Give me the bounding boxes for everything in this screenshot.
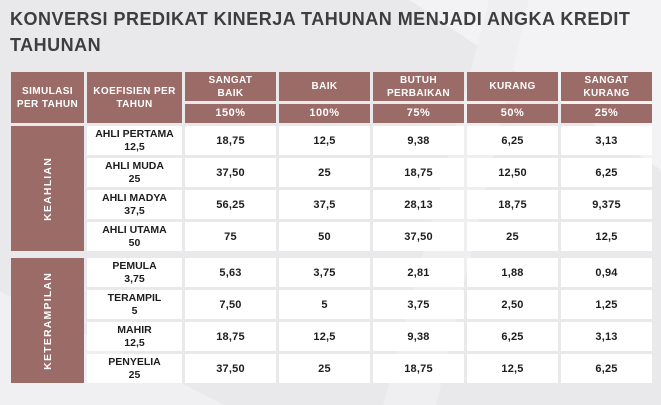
jenjang-name: PENYELIA: [108, 356, 161, 369]
header-koefisien-per-tahun: KOEFISIEN PER TAHUN: [87, 72, 182, 123]
jenjang-cell-mahir: MAHIR 12,5: [87, 322, 182, 351]
value-cell: 37,50: [185, 158, 276, 187]
jenjang-koefisien: 3,75: [124, 272, 145, 285]
value-cell: 7,50: [185, 290, 276, 319]
value-cell: 37,50: [373, 222, 464, 251]
jenjang-koefisien: 12,5: [124, 140, 145, 153]
jenjang-cell-terampil: TERAMPIL 5: [87, 290, 182, 319]
value-cell: 3,75: [373, 290, 464, 319]
jenjang-koefisien: 37,5: [124, 204, 145, 217]
value-cell: 25: [279, 354, 370, 383]
jenjang-cell-ahli-muda: AHLI MUDA 25: [87, 158, 182, 187]
section-label-keterampilan: KETERAMPILAN: [11, 258, 84, 383]
value-cell: 18,75: [373, 158, 464, 187]
value-cell: 5: [279, 290, 370, 319]
jenjang-cell-ahli-madya: AHLI MADYA 37,5: [87, 190, 182, 219]
value-cell: 6,25: [467, 126, 558, 155]
value-cell: 12,50: [467, 158, 558, 187]
value-cell: 12,5: [467, 354, 558, 383]
jenjang-cell-pemula: PEMULA 3,75: [87, 258, 182, 287]
value-cell: 6,25: [561, 354, 652, 383]
jenjang-name: AHLI PERTAMA: [95, 128, 174, 141]
jenjang-koefisien: 12,5: [124, 336, 145, 349]
value-cell: 5,63: [185, 258, 276, 287]
jenjang-cell-ahli-utama: AHLI UTAMA 50: [87, 222, 182, 251]
header-predicate-butuh-perbaikan: BUTUH PERBAIKAN: [373, 72, 464, 101]
value-cell: 18,75: [185, 126, 276, 155]
header-percent-150: 150%: [185, 104, 276, 123]
value-cell: 37,5: [279, 190, 370, 219]
value-cell: 37,50: [185, 354, 276, 383]
jenjang-cell-penyelia: PENYELIA 25: [87, 354, 182, 383]
jenjang-koefisien: 5: [131, 304, 138, 317]
jenjang-koefisien: 50: [128, 236, 141, 249]
jenjang-koefisien: 25: [128, 172, 141, 185]
jenjang-koefisien: 25: [128, 368, 141, 381]
value-cell: 12,5: [561, 222, 652, 251]
value-cell: 18,75: [467, 190, 558, 219]
header-predicate-sangat-baik: SANGAT BAIK: [185, 72, 276, 101]
value-cell: 1,88: [467, 258, 558, 287]
value-cell: 75: [185, 222, 276, 251]
jenjang-name: TERAMPIL: [107, 292, 162, 305]
value-cell: 56,25: [185, 190, 276, 219]
header-percent-100: 100%: [279, 104, 370, 123]
jenjang-name: PEMULA: [112, 260, 157, 273]
value-cell: 9,38: [373, 126, 464, 155]
section-label-keterampilan-text: KETERAMPILAN: [41, 271, 54, 370]
header-predicate-kurang: KURANG: [467, 72, 558, 101]
header-predicate-sangat-kurang: SANGAT KURANG: [561, 72, 652, 101]
jenjang-name: AHLI UTAMA: [102, 224, 167, 237]
header-simulasi-per-tahun: SIMULASI PER TAHUN: [11, 72, 84, 123]
value-cell: 18,75: [373, 354, 464, 383]
value-cell: 50: [279, 222, 370, 251]
header-percent-50: 50%: [467, 104, 558, 123]
value-cell: 1,25: [561, 290, 652, 319]
value-cell: 6,25: [561, 158, 652, 187]
header-predicate-baik: BAIK: [279, 72, 370, 101]
value-cell: 25: [467, 222, 558, 251]
value-cell: 3,13: [561, 322, 652, 351]
value-cell: 9,38: [373, 322, 464, 351]
value-cell: 12,5: [279, 322, 370, 351]
value-cell: 2,50: [467, 290, 558, 319]
value-cell: 6,25: [467, 322, 558, 351]
value-cell: 3,13: [561, 126, 652, 155]
jenjang-name: MAHIR: [117, 324, 152, 337]
conversion-table: SIMULASI PER TAHUN KOEFISIEN PER TAHUN S…: [11, 72, 652, 383]
jenjang-name: AHLI MUDA: [105, 160, 164, 173]
section-label-keahlian: KEAHLIAN: [11, 126, 84, 251]
header-percent-75: 75%: [373, 104, 464, 123]
value-cell: 3,75: [279, 258, 370, 287]
value-cell: 2,81: [373, 258, 464, 287]
page-title: KONVERSI PREDIKAT KINERJA TAHUNAN MENJAD…: [10, 9, 631, 55]
value-cell: 0,94: [561, 258, 652, 287]
value-cell: 9,375: [561, 190, 652, 219]
value-cell: 18,75: [185, 322, 276, 351]
jenjang-cell-ahli-pertama: AHLI PERTAMA 12,5: [87, 126, 182, 155]
value-cell: 28,13: [373, 190, 464, 219]
value-cell: 25: [279, 158, 370, 187]
value-cell: 12,5: [279, 126, 370, 155]
jenjang-name: AHLI MADYA: [102, 192, 167, 205]
section-label-keahlian-text: KEAHLIAN: [41, 156, 54, 221]
header-percent-25: 25%: [561, 104, 652, 123]
